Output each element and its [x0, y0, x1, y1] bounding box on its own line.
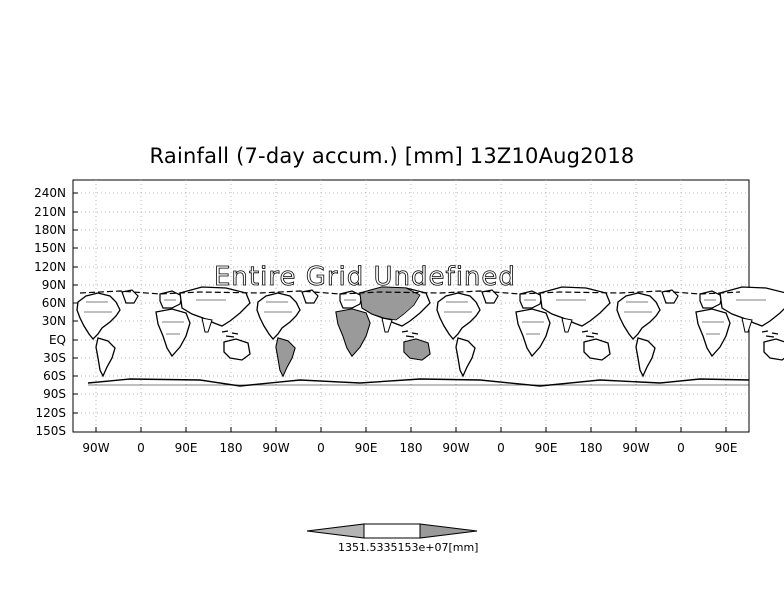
- y-tick-label: 90S: [43, 387, 66, 401]
- x-tick-label: 0: [677, 441, 685, 455]
- map-title: Rainfall (7-day accum.) [mm] 13Z10Aug201…: [149, 144, 635, 168]
- x-tick-label: 90E: [534, 441, 558, 455]
- x-tick-label: 90W: [262, 441, 290, 455]
- colorbar-center: [363, 523, 421, 539]
- undefined-grid-message: Entire Grid Undefined: [214, 262, 516, 293]
- y-tick-label: 60N: [41, 296, 66, 310]
- x-tick-label: 90W: [442, 441, 470, 455]
- x-tick-label: 180: [399, 441, 423, 455]
- x-tick-label: 180: [219, 441, 243, 455]
- y-tick-label: EQ: [48, 333, 66, 347]
- x-tick-label: 90W: [622, 441, 650, 455]
- y-tick-label: 60S: [43, 369, 66, 383]
- x-tick-label: 90W: [82, 441, 110, 455]
- y-tick-label: 150N: [34, 241, 66, 255]
- y-tick-label: 240N: [34, 186, 66, 200]
- y-tick-label: 210N: [34, 205, 66, 219]
- y-tick-label: 150S: [35, 424, 66, 438]
- antarctica: [87, 378, 750, 387]
- x-tick-label: 0: [497, 441, 505, 455]
- x-tick-label: 90E: [714, 441, 738, 455]
- x-tick-label: 90E: [174, 441, 198, 455]
- colorbar-left-arrow: [306, 523, 365, 539]
- y-tick-label: 30S: [43, 351, 66, 365]
- y-tick-label: 120N: [34, 260, 66, 274]
- y-tick-label: 120S: [35, 406, 66, 420]
- x-tick-label: 0: [137, 441, 145, 455]
- colorbar: [306, 523, 478, 539]
- axis-ticks: [73, 192, 727, 432]
- arctic-coast: [79, 290, 741, 295]
- x-tick-label: 0: [317, 441, 325, 455]
- x-tick-label: 90E: [354, 441, 378, 455]
- shaded-land: [275, 286, 431, 377]
- colorbar-label: 1351.5335153e+07[mm]: [338, 541, 479, 554]
- y-tick-label: 180N: [34, 223, 66, 237]
- y-tick-label: 30N: [41, 314, 66, 328]
- x-tick-label: 180: [579, 441, 603, 455]
- y-tick-label: 90N: [41, 278, 66, 292]
- colorbar-right-arrow: [419, 523, 478, 539]
